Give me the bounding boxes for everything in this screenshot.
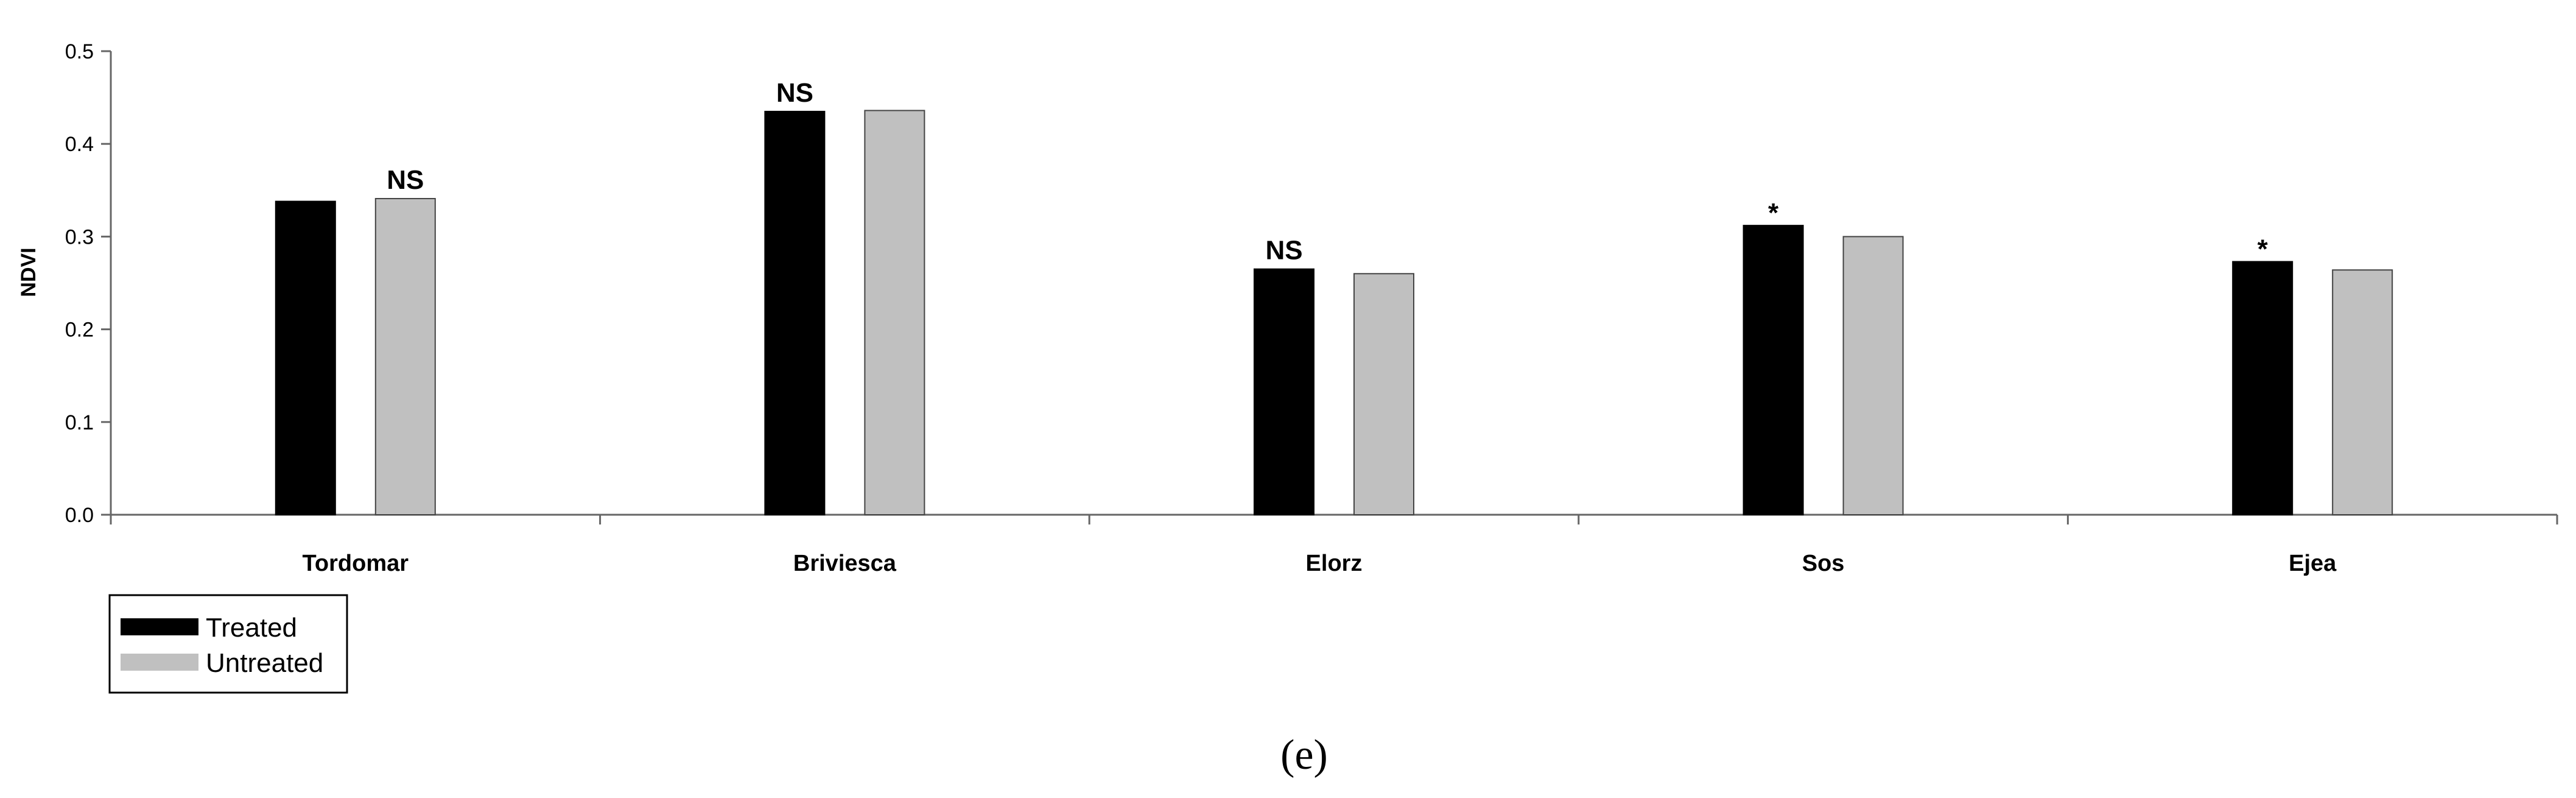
legend-swatch-untreated xyxy=(121,654,198,671)
annotation-sos: * xyxy=(1768,198,1779,228)
x-category-label: Briviesca xyxy=(793,551,897,576)
x-category-label: Ejea xyxy=(2289,551,2337,576)
bars xyxy=(275,110,2393,515)
bar-treated-elorz xyxy=(1254,268,1314,515)
y-tick-label: 0.2 xyxy=(65,319,94,342)
annotation-ejea: * xyxy=(2258,234,2269,264)
bar-untreated-tordomar xyxy=(374,197,436,515)
x-category-label: Elorz xyxy=(1306,551,1363,576)
bar-untreated-elorz xyxy=(1353,273,1414,515)
legend: Treated Untreated xyxy=(108,594,348,694)
bar-treated-sos xyxy=(1742,225,1804,515)
legend-label-untreated: Untreated xyxy=(206,648,323,678)
bar-untreated-sos xyxy=(1842,236,1904,515)
bar-treated-briviesca xyxy=(764,110,826,515)
annotation-elorz: NS xyxy=(1265,236,1302,266)
legend-box xyxy=(108,594,348,694)
y-axis: 0.0 0.1 0.2 0.3 0.4 0.5 xyxy=(65,40,112,527)
figure-caption: (e) xyxy=(1280,732,1328,779)
y-tick-label: 0.5 xyxy=(65,40,94,63)
annotation-tordomar: NS xyxy=(387,165,424,195)
y-tick-label: 0.3 xyxy=(65,225,94,249)
y-tick-label: 0.0 xyxy=(65,504,94,527)
y-axis-title: NDVI xyxy=(17,247,40,297)
significance-annotations: NS NS NS * * xyxy=(387,78,2268,266)
bar-untreated-ejea xyxy=(2332,269,2393,515)
x-category-label: Tordomar xyxy=(303,551,409,576)
y-tick-label: 0.1 xyxy=(65,411,94,434)
bar-treated-ejea xyxy=(2232,261,2293,515)
bar-treated-tordomar xyxy=(275,200,336,515)
bar-untreated-briviesca xyxy=(864,110,925,515)
x-category-label: Sos xyxy=(1802,551,1845,576)
legend-swatch-treated xyxy=(121,618,198,635)
y-tick-label: 0.4 xyxy=(65,133,94,156)
x-axis: Tordomar Briviesca Elorz Sos Ejea xyxy=(110,514,2558,576)
annotation-briviesca: NS xyxy=(776,78,813,108)
legend-label-treated: Treated xyxy=(206,613,297,643)
